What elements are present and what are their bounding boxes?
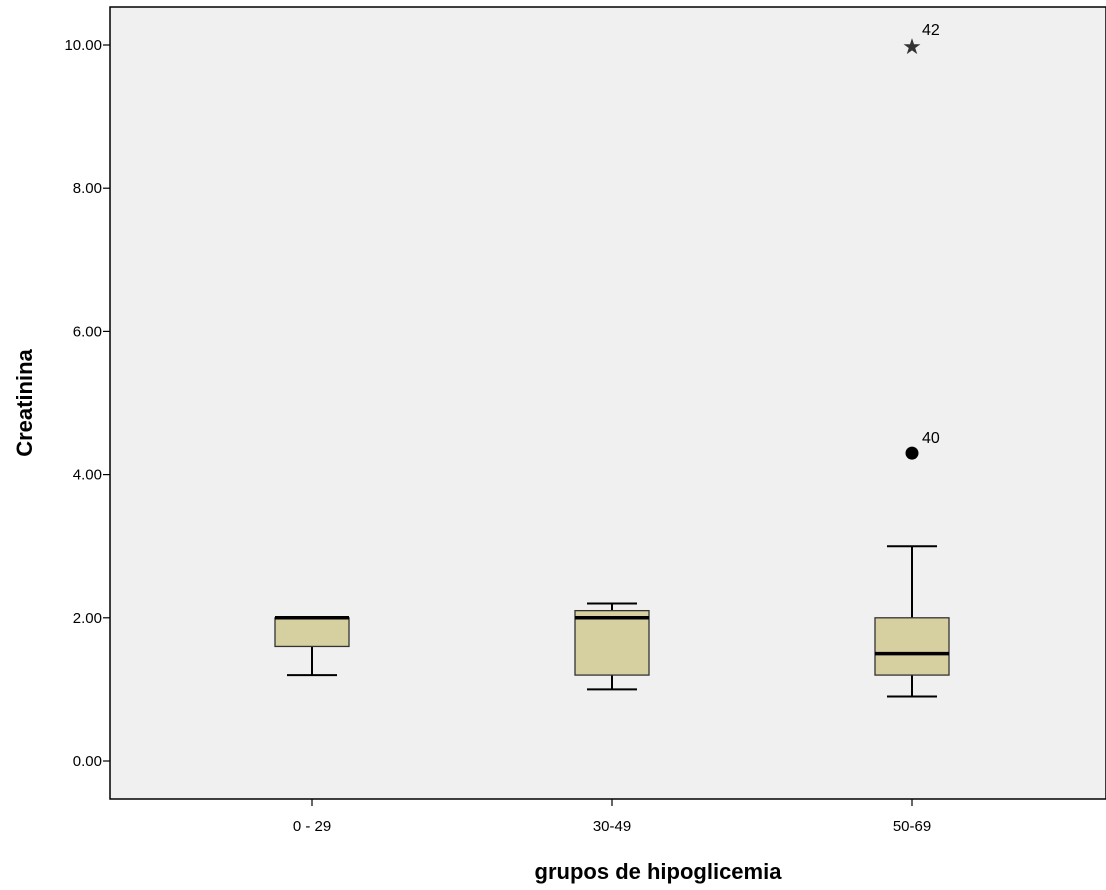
box-group: 40 ★42 [274, 22, 950, 698]
x-tick-label: 0 - 29 [293, 818, 331, 835]
y-axis: 0.00 2.00 4.00 6.00 8.00 10.00 [64, 37, 110, 770]
x-axis-title: grupos de hipoglicemia [535, 859, 783, 884]
extreme-outlier-star: ★ [902, 35, 922, 60]
plot-area [109, 6, 1106, 800]
x-tick-label: 30-49 [593, 818, 631, 835]
box-iqr [274, 617, 350, 648]
box-30-49 [574, 602, 650, 691]
box-iqr [574, 609, 650, 676]
box-50-69: 40 ★42 [874, 22, 950, 698]
y-tick-label: 0.00 [73, 753, 102, 770]
outlier-label: 40 [922, 430, 940, 447]
x-tick-label: 50-69 [893, 818, 931, 835]
outlier-label: 42 [922, 22, 940, 39]
y-tick-label: 8.00 [73, 180, 102, 197]
y-tick-label: 10.00 [64, 37, 102, 54]
x-axis: 0 - 29 30-49 50-69 [293, 799, 931, 835]
y-tick-label: 2.00 [73, 610, 102, 627]
outlier-point [905, 446, 919, 460]
y-axis-title: Creatinina [12, 348, 37, 456]
y-tick-label: 4.00 [73, 467, 102, 484]
y-tick-label: 6.00 [73, 323, 102, 340]
box-0-29 [274, 616, 350, 677]
box-iqr [874, 617, 950, 676]
